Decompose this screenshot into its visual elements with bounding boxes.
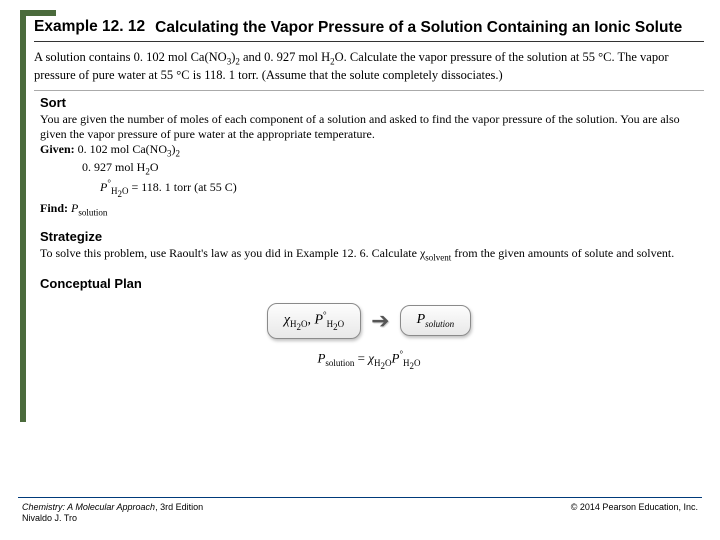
problem-text: A solution contains 0. 102 mol Ca(NO (34, 50, 227, 64)
given-line-3: P°H2O = 118. 1 torr (at 55 C) (40, 178, 704, 201)
decorative-bracket-horizontal (20, 10, 56, 16)
sort-description: You are given the number of moles of eac… (40, 112, 704, 142)
example-title: Calculating the Vapor Pressure of a Solu… (155, 18, 682, 37)
example-label: Example 12. 12 (34, 18, 155, 36)
book-title: Chemistry: A Molecular Approach (22, 502, 155, 512)
given-line-1: 0. 102 mol Ca(NO3)2 (78, 142, 180, 156)
problem-text: and 0. 927 mol H (240, 50, 330, 64)
conceptual-plan-diagram: χH2O, P°H2O ➔ Psolution Psolution = χH2O… (34, 303, 704, 371)
book-author: Nivaldo J. Tro (22, 513, 77, 523)
book-edition: , 3rd Edition (155, 502, 203, 512)
strategize-heading: Strategize (40, 229, 704, 244)
plan-equation: Psolution = χH2OP°H2O (34, 349, 704, 371)
plan-output-pill: Psolution (400, 305, 472, 336)
decorative-bracket-vertical (20, 10, 26, 422)
given-block: Given: 0. 102 mol Ca(NO3)2 0. 927 mol H2… (40, 142, 704, 219)
footer-left: Chemistry: A Molecular Approach, 3rd Edi… (22, 502, 203, 524)
plan-input-pill: χH2O, P°H2O (267, 303, 361, 339)
find-line: Find: Psolution (40, 201, 107, 215)
title-row: Example 12. 12 Calculating the Vapor Pre… (34, 18, 704, 42)
footer-divider (18, 497, 702, 498)
strategize-text: To solve this problem, use Raoult's law … (40, 246, 704, 264)
conceptual-plan-heading: Conceptual Plan (40, 276, 704, 291)
problem-statement: A solution contains 0. 102 mol Ca(NO3)2 … (34, 50, 704, 90)
arrow-icon: ➔ (371, 308, 389, 334)
sort-heading: Sort (40, 95, 704, 110)
given-label: Given: (40, 142, 75, 156)
page-content: Example 12. 12 Calculating the Vapor Pre… (34, 18, 704, 370)
footer-copyright: © 2014 Pearson Education, Inc. (571, 502, 698, 512)
footer: Chemistry: A Molecular Approach, 3rd Edi… (22, 502, 698, 524)
given-line-2: 0. 927 mol H2O (40, 160, 704, 178)
